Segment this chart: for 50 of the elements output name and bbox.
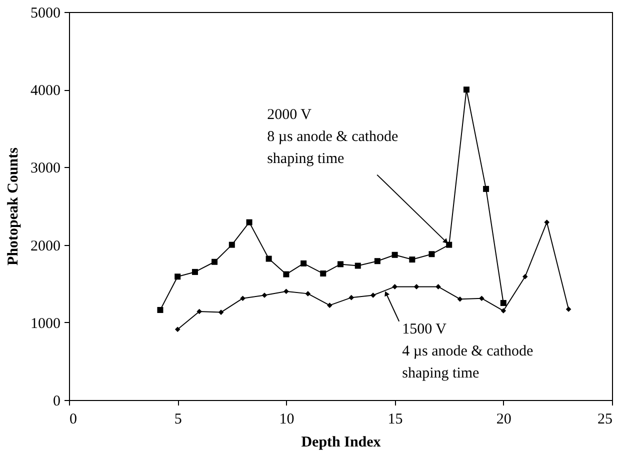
point (544, 220, 550, 225)
point (446, 242, 452, 248)
point (320, 270, 326, 277)
point (300, 260, 307, 266)
point (436, 284, 441, 290)
y-axis-title: Photopeak Counts (6, 147, 22, 266)
point (283, 271, 290, 278)
point (500, 308, 506, 314)
annotation: 1500 V 4 µs anode & cathode shaping time (402, 321, 534, 382)
point (463, 86, 470, 93)
y-tick-label: 2000 (30, 238, 60, 254)
point (392, 284, 398, 290)
point (174, 274, 181, 280)
point (240, 296, 246, 301)
point (457, 296, 463, 302)
y-tick-label: 1000 (30, 316, 60, 332)
x-tick-label: 0 (70, 412, 77, 428)
point (409, 256, 416, 263)
x-tick-label: 20 (496, 412, 512, 428)
point (246, 219, 252, 226)
point (522, 274, 528, 280)
point (338, 261, 344, 268)
point (500, 300, 506, 306)
x-tick-label: 5 (174, 412, 182, 428)
point (192, 268, 198, 275)
point (479, 296, 484, 301)
point (305, 291, 311, 296)
point (212, 258, 218, 265)
point (483, 186, 490, 192)
point (266, 256, 272, 262)
point (157, 306, 164, 313)
point (392, 252, 398, 258)
y-tick-label: 4000 (30, 83, 60, 100)
annotation: 2000 V 8 µs anode & cathode shaping time (267, 106, 399, 167)
point (374, 258, 380, 264)
y-tick-label: 0 (53, 394, 60, 410)
point (348, 294, 354, 300)
point (354, 262, 361, 269)
x-tick-label: 25 (598, 412, 612, 428)
point (428, 251, 435, 258)
point (284, 288, 289, 294)
x-tick-label: 10 (279, 412, 294, 428)
point (566, 306, 572, 312)
y-tick-label: 3000 (30, 160, 60, 177)
point (174, 326, 180, 332)
point (228, 242, 235, 248)
x-axis-title: Depth Index (301, 434, 382, 450)
point (326, 302, 332, 308)
y-tick-label: 5000 (30, 6, 60, 22)
x-tick-label: 15 (388, 412, 403, 428)
